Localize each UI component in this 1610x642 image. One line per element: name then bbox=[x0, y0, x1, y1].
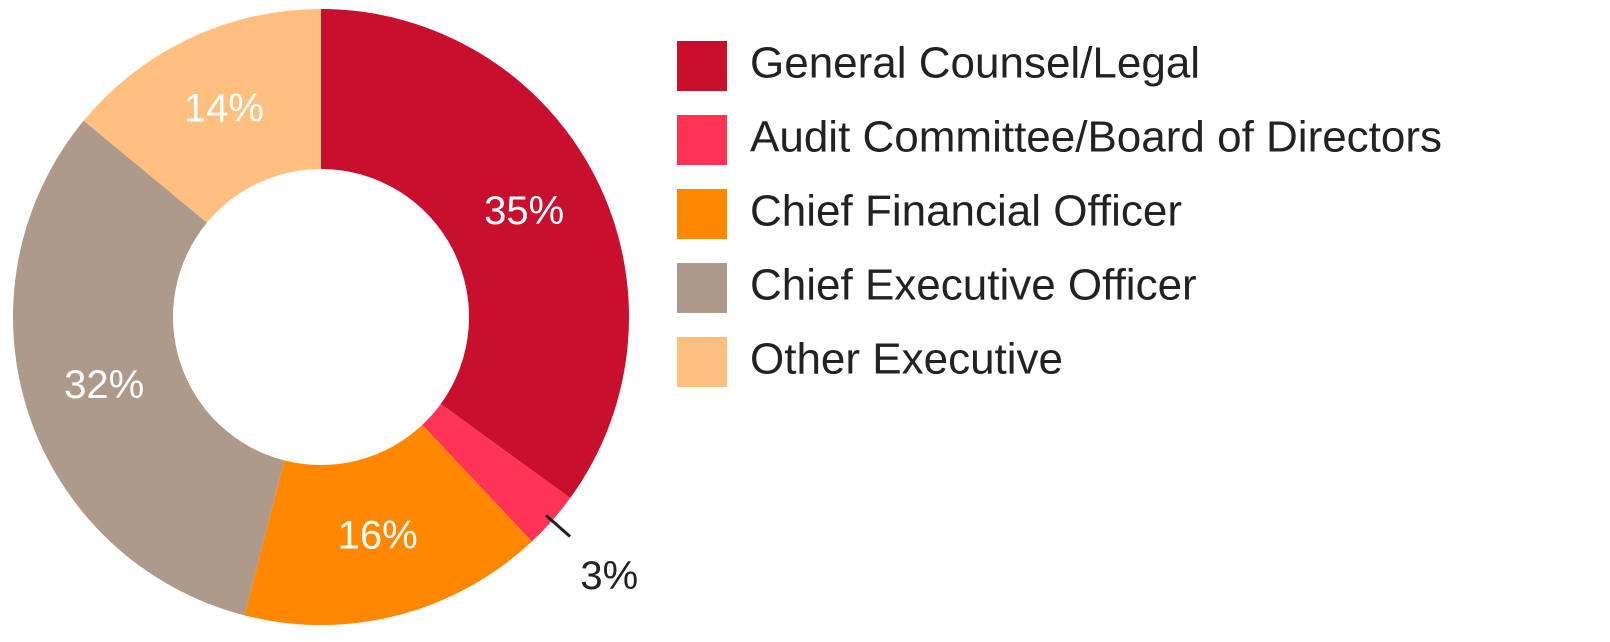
donut-segment bbox=[244, 424, 532, 625]
legend-label: General Counsel/Legal bbox=[750, 39, 1200, 88]
leader-line bbox=[545, 514, 572, 538]
data-label: 14% bbox=[184, 86, 264, 130]
data-label: 32% bbox=[64, 363, 144, 407]
legend-swatch bbox=[677, 115, 727, 165]
legend-label: Audit Committee/Board of Directors bbox=[750, 113, 1442, 162]
legend-swatch bbox=[677, 263, 727, 313]
legend-swatch bbox=[677, 189, 727, 239]
legend-swatch bbox=[677, 337, 727, 387]
donut-segment bbox=[83, 9, 322, 223]
donut-segment bbox=[321, 9, 629, 499]
data-label: 3% bbox=[580, 554, 638, 598]
legend-label: Chief Executive Officer bbox=[750, 261, 1197, 310]
data-label: 16% bbox=[338, 513, 418, 557]
legend-label: Chief Financial Officer bbox=[750, 187, 1182, 236]
donut-segment bbox=[12, 120, 285, 616]
legend-label: Other Executive bbox=[750, 335, 1063, 384]
donut-segment bbox=[422, 403, 571, 542]
legend-swatch bbox=[677, 41, 727, 91]
data-label: 35% bbox=[484, 189, 564, 233]
